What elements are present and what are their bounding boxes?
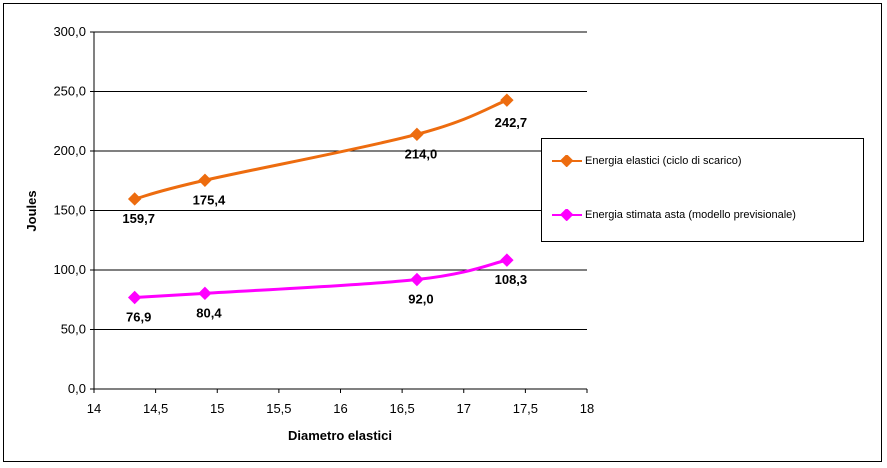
series-group bbox=[127, 93, 514, 305]
legend-swatch-magenta bbox=[552, 209, 582, 221]
legend-marker bbox=[559, 209, 574, 221]
data-label: 76,9 bbox=[126, 309, 151, 324]
data-point-marker bbox=[198, 286, 212, 301]
y-tick-label: 100,0 bbox=[53, 262, 86, 277]
legend-item-energia-stimata: Energia stimata asta (modello previsiona… bbox=[552, 209, 796, 221]
y-axis-ticks: 0,0 50,0 100,0 150,0 200,0 250,0 300,0 bbox=[53, 24, 94, 396]
data-point-marker bbox=[127, 290, 142, 305]
x-tick-label: 14 bbox=[87, 401, 101, 416]
data-label: 108,3 bbox=[495, 272, 528, 287]
x-tick-label: 15,5 bbox=[266, 401, 291, 416]
data-label: 175,4 bbox=[193, 192, 226, 207]
x-tick-label: 17,5 bbox=[513, 401, 538, 416]
y-axis-title: Joules bbox=[24, 190, 39, 231]
x-tick-label: 18 bbox=[580, 401, 594, 416]
y-tick-label: 300,0 bbox=[53, 24, 86, 39]
series-line-0 bbox=[134, 98, 508, 201]
data-point-marker bbox=[500, 253, 514, 267]
legend: Energia elastici (ciclo di scarico) Ener… bbox=[541, 138, 864, 242]
x-tick-label: 14,5 bbox=[143, 401, 168, 416]
series-line-1 bbox=[134, 258, 508, 299]
y-tick-label: 50,0 bbox=[61, 322, 86, 337]
data-point-marker bbox=[198, 173, 212, 187]
data-point-marker bbox=[127, 192, 142, 206]
y-tick-label: 0,0 bbox=[68, 381, 86, 396]
data-label: 159,7 bbox=[122, 211, 155, 226]
x-tick-label: 16 bbox=[333, 401, 347, 416]
gridlines bbox=[94, 31, 587, 330]
data-point-marker bbox=[410, 127, 424, 142]
legend-swatch-orange bbox=[552, 155, 582, 167]
data-label: 80,4 bbox=[196, 305, 222, 320]
y-tick-label: 250,0 bbox=[53, 84, 86, 99]
y-tick-label: 150,0 bbox=[53, 203, 86, 218]
x-axis-ticks: 14 14,5 15 15,5 16 16,5 17 17,5 18 bbox=[87, 389, 594, 416]
x-tick-label: 16,5 bbox=[389, 401, 414, 416]
legend-label: Energia elastici (ciclo di scarico) bbox=[585, 155, 742, 167]
data-label: 92,0 bbox=[408, 292, 433, 307]
legend-marker bbox=[559, 155, 574, 167]
data-label: 214,0 bbox=[405, 146, 438, 161]
x-axis-title: Diametro elastici bbox=[288, 428, 392, 443]
legend-item-energia-elastici: Energia elastici (ciclo di scarico) bbox=[552, 155, 742, 167]
data-label: 242,7 bbox=[495, 115, 528, 130]
legend-label: Energia stimata asta (modello previsiona… bbox=[585, 209, 796, 221]
data-point-marker bbox=[410, 272, 424, 287]
x-tick-label: 15 bbox=[210, 401, 224, 416]
y-tick-label: 200,0 bbox=[53, 143, 86, 158]
data-labels: 159,7 175,4 214,0 242,7 76,9 80,4 92,0 108,3 bbox=[122, 115, 527, 324]
x-tick-label: 17 bbox=[457, 401, 471, 416]
data-point-marker bbox=[500, 93, 514, 107]
